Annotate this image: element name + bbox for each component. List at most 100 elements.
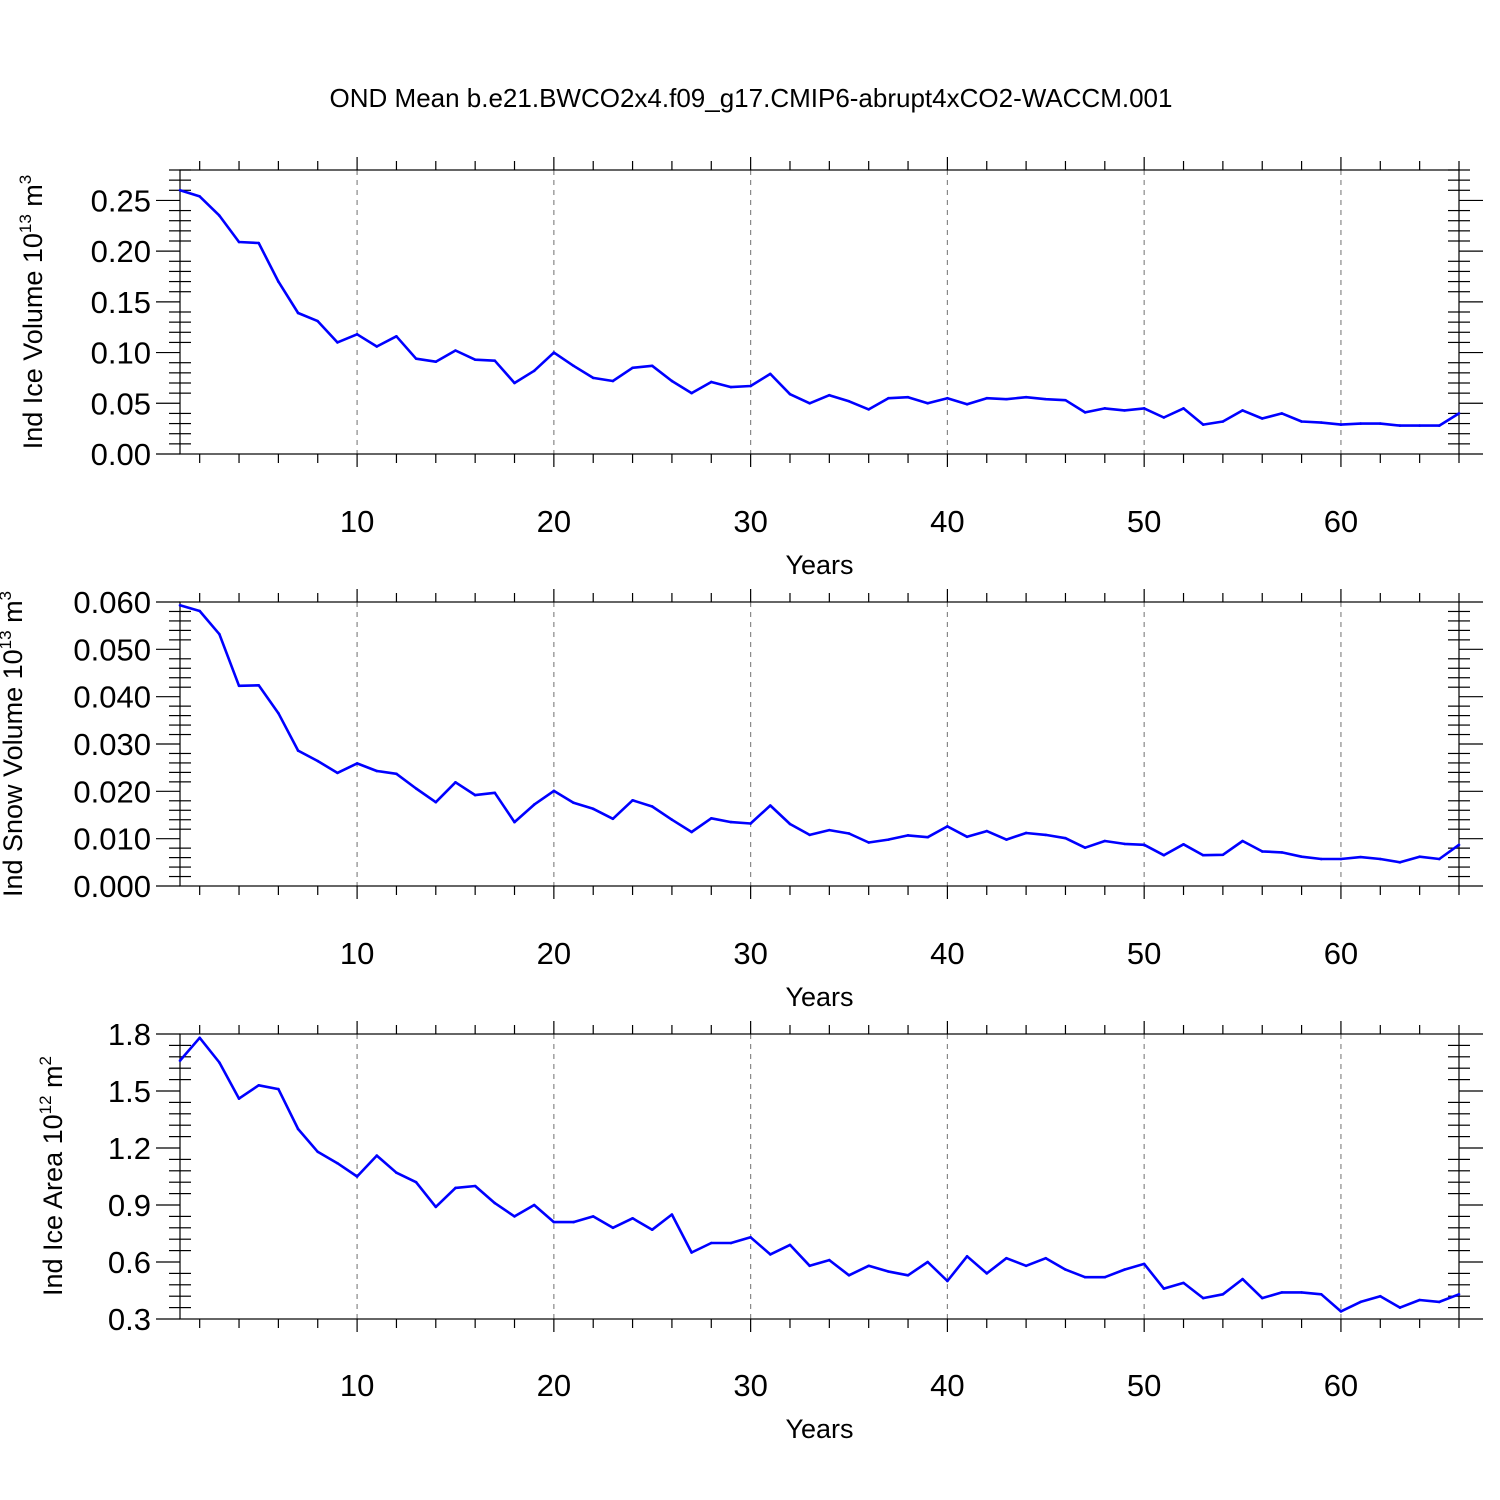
data-point <box>828 393 831 397</box>
x-tick-label: 30 <box>733 1368 767 1403</box>
x-tick-label: 40 <box>930 936 964 971</box>
y-axis-label-unit-exponent: 3 <box>16 175 35 184</box>
data-point <box>1123 842 1126 846</box>
y-tick-label: 0.060 <box>73 585 151 620</box>
data-point <box>414 787 418 790</box>
data-point <box>887 838 890 841</box>
data-point <box>867 841 870 844</box>
y-tick-label: 0.6 <box>108 1245 151 1280</box>
series-line-ice-volume <box>179 189 1460 427</box>
data-point <box>769 804 772 807</box>
data-point <box>965 835 969 839</box>
data-point <box>1044 1256 1048 1260</box>
data-point <box>1083 1275 1087 1279</box>
data-point <box>985 1272 989 1275</box>
data-point <box>395 1171 398 1174</box>
series-line-snow-volume <box>179 604 1460 864</box>
data-point <box>1339 423 1343 426</box>
data-point <box>454 781 457 784</box>
data-point <box>1438 857 1441 861</box>
y-axis-label-exponent: 12 <box>36 1095 55 1114</box>
y-axis-label: Ind Snow Volume 1013 m3 <box>0 591 28 897</box>
data-point <box>1182 843 1185 846</box>
data-point <box>1142 407 1146 410</box>
data-point <box>513 1215 516 1218</box>
data-point <box>1300 420 1303 423</box>
data-point <box>1221 420 1225 423</box>
data-point <box>828 828 831 832</box>
data-point <box>1182 407 1185 410</box>
data-points <box>178 1036 1461 1313</box>
data-point <box>749 822 752 825</box>
x-tick-label: 60 <box>1324 1368 1358 1403</box>
data-point <box>1083 846 1087 849</box>
data-point <box>1005 397 1008 401</box>
x-tick-label: 20 <box>537 1368 571 1403</box>
data-point <box>1201 853 1205 857</box>
data-point <box>670 818 674 822</box>
data-point <box>375 345 379 348</box>
data-point <box>1162 416 1166 419</box>
data-point <box>1378 857 1382 861</box>
y-axis-label-unit: m <box>0 600 28 630</box>
tick-marks <box>156 157 1483 467</box>
data-point <box>375 769 379 773</box>
data-point <box>355 762 359 765</box>
data-point <box>1418 855 1421 858</box>
x-tick-label: 50 <box>1127 504 1161 539</box>
x-tick-label: 20 <box>537 936 571 971</box>
data-point <box>434 1205 438 1209</box>
data-point <box>218 1061 221 1064</box>
data-point <box>316 1150 320 1154</box>
data-point <box>926 835 930 839</box>
data-point <box>1300 855 1303 858</box>
y-tick-label: 1.2 <box>108 1131 151 1166</box>
data-point <box>237 240 241 244</box>
data-point <box>296 311 300 315</box>
data-point <box>611 817 615 821</box>
data-point <box>336 771 339 775</box>
data-point <box>650 364 654 368</box>
data-point <box>887 396 890 400</box>
data-point <box>316 759 320 763</box>
panel-snow-volume: 10 20 30 40 50 60 0.0000.0100.0200.0300.0400.… <box>0 585 1483 1012</box>
data-point <box>1438 424 1441 427</box>
data-point <box>591 1215 595 1218</box>
data-point <box>1221 1293 1225 1296</box>
data-point <box>650 805 654 808</box>
data-point <box>828 1258 831 1262</box>
y-axis-label-unit: m <box>18 184 48 214</box>
y-tick-label: 0.15 <box>91 285 151 320</box>
data-point <box>1005 1256 1008 1260</box>
data-point <box>532 803 536 806</box>
y-axis-label-unit: m <box>38 1065 68 1095</box>
data-point <box>1418 424 1421 427</box>
y-tick-label: 0.000 <box>73 869 151 904</box>
y-tick-label: 0.20 <box>91 234 151 269</box>
data-point <box>572 801 575 804</box>
data-point <box>552 1220 556 1224</box>
plot-frame <box>179 1033 1460 1320</box>
tick-marks <box>156 589 1483 899</box>
data-point <box>926 1260 930 1264</box>
data-point <box>847 1274 851 1277</box>
data-point <box>709 1241 713 1245</box>
data-point <box>1339 1310 1343 1313</box>
data-point <box>1241 839 1244 843</box>
data-point <box>788 392 792 396</box>
x-tick-label: 40 <box>930 504 964 539</box>
y-tick-label: 0.25 <box>91 183 151 218</box>
data-point <box>198 609 201 613</box>
y-axis-label-prefix: Ind Ice Volume 10 <box>18 233 48 449</box>
data-point <box>1201 1296 1205 1300</box>
data-point <box>847 399 851 403</box>
data-point <box>552 351 556 354</box>
data-point <box>473 793 477 797</box>
x-tick-labels: 10 20 30 40 50 60 <box>340 936 1358 971</box>
data-point <box>316 319 320 323</box>
data-point <box>1280 1291 1284 1294</box>
data-point <box>631 1217 634 1220</box>
data-point <box>1359 855 1362 859</box>
data-point <box>946 396 949 400</box>
